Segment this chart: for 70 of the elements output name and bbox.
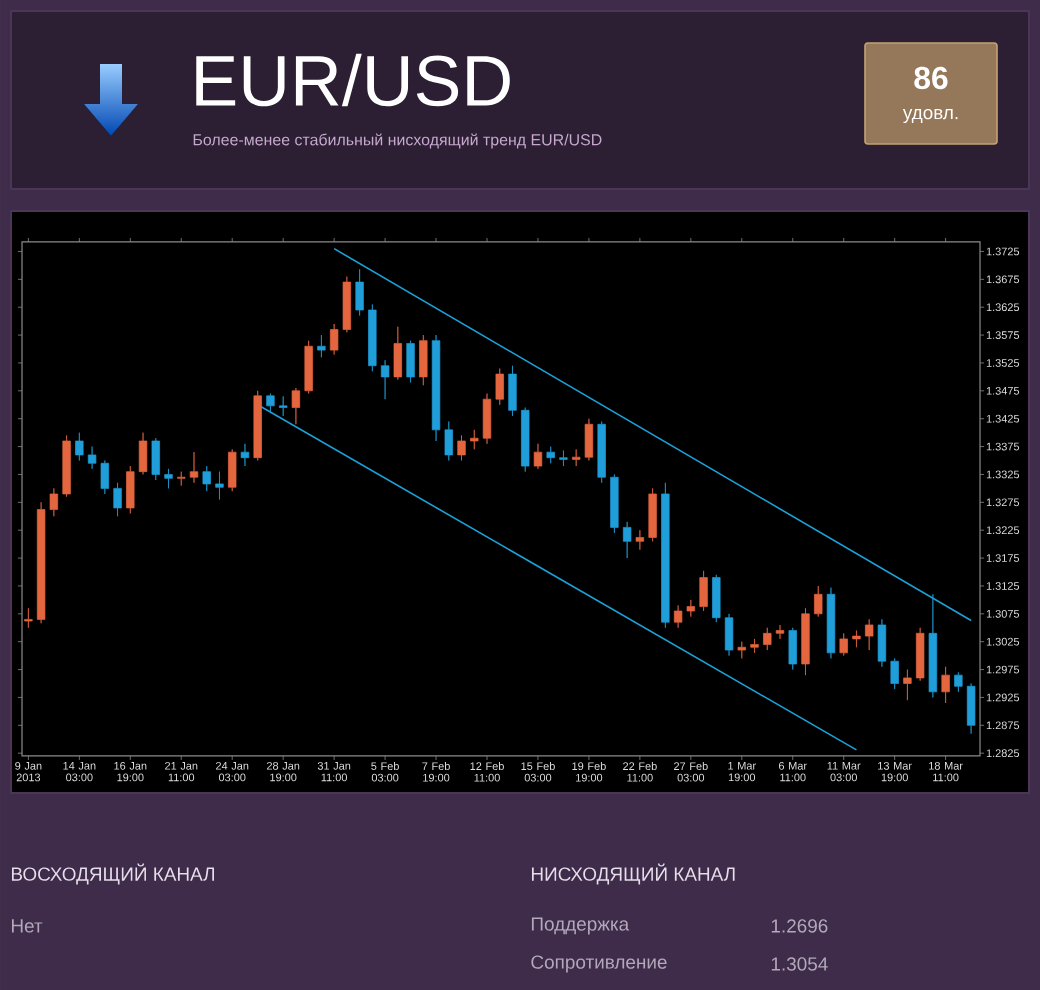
- candlestick: [215, 471, 224, 500]
- candlestick: [228, 449, 237, 492]
- candlestick: [635, 529, 645, 551]
- candlestick: [368, 304, 377, 372]
- candlestick: [712, 574, 721, 623]
- candlestick: [355, 268, 364, 316]
- candlestick: [661, 482, 670, 629]
- candlestick: [177, 471, 186, 486]
- candlestick: [915, 627, 925, 682]
- candlestick: [75, 432, 84, 461]
- candlestick: [546, 446, 555, 464]
- text: НИСХОДЯЩИЙ КАНАЛ: [531, 863, 735, 885]
- candlestick: [138, 432, 148, 475]
- candlestick: [597, 421, 606, 484]
- candlestick: [724, 613, 734, 656]
- text: 1.2696: [771, 919, 828, 933]
- candlestick: [151, 437, 160, 481]
- candlestick: [126, 465, 135, 514]
- candlestick: [877, 619, 887, 668]
- candlestick: [317, 334, 326, 358]
- candlestick: [622, 521, 632, 559]
- candlestick: [750, 638, 759, 654]
- text: 1.3054: [771, 957, 828, 971]
- candlestick: [380, 359, 390, 400]
- candlestick: [533, 443, 543, 470]
- text: удовл.: [902, 108, 958, 124]
- candlestick: [253, 390, 262, 461]
- candlestick: [801, 607, 810, 676]
- candlestick: [763, 627, 772, 651]
- candlestick: [852, 630, 861, 648]
- candlestick: [788, 627, 797, 670]
- candlestick: [699, 570, 708, 612]
- candlestick: [482, 393, 492, 445]
- candlestick: [941, 666, 950, 704]
- candlestick: [419, 334, 428, 386]
- text: Нет: [11, 919, 43, 933]
- candlestick: [470, 429, 479, 450]
- candlestick: [24, 607, 33, 629]
- candlestick: [189, 451, 199, 484]
- candlestick: [304, 340, 313, 394]
- candlestick: [559, 450, 568, 467]
- candlestick: [954, 671, 963, 693]
- candlestick: [393, 326, 402, 381]
- candlestick: [839, 632, 848, 656]
- candlestick: [610, 474, 619, 534]
- candlestick: [508, 365, 517, 417]
- candlestick: [62, 435, 71, 498]
- candlestick: [495, 368, 504, 406]
- candlestick: [826, 587, 836, 659]
- candlestick: [457, 435, 466, 461]
- candlestick: [291, 387, 301, 425]
- candlestick: [814, 585, 823, 617]
- candlestick: [113, 482, 122, 517]
- candlestick: [903, 669, 912, 701]
- text: Поддержка: [531, 917, 630, 935]
- candlestick: [890, 658, 899, 690]
- candlestick: [164, 468, 173, 489]
- chart-title: EUR/USD: [196, 53, 510, 107]
- candlestick: [648, 488, 657, 542]
- candlestick: [521, 407, 530, 472]
- candlestick: [202, 465, 211, 492]
- text: ВОСХОДЯЩИЙ КАНАЛ: [11, 863, 214, 885]
- candlestick: [240, 443, 250, 467]
- candlestick: [775, 624, 785, 640]
- candlestick: [737, 641, 746, 659]
- candlestick: [966, 683, 976, 735]
- candlestick: [406, 340, 415, 383]
- candlestick: [865, 619, 874, 651]
- text: 86: [914, 66, 948, 90]
- text: Сопротивление: [531, 955, 667, 973]
